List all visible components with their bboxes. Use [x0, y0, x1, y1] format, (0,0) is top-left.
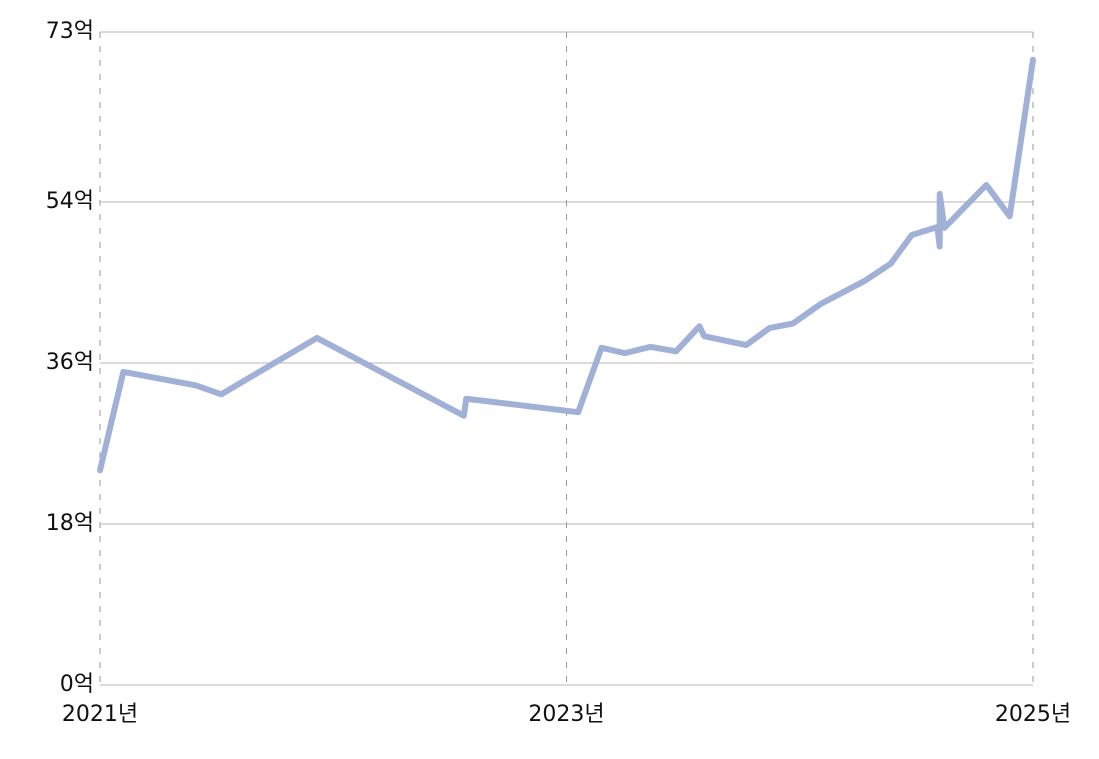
y-tick-label: 73억 [46, 19, 94, 44]
y-tick-label: 54억 [46, 189, 94, 214]
x-tick-label: 2025년 [995, 702, 1071, 727]
y-tick-label: 18억 [46, 511, 94, 536]
y-tick-label: 36억 [46, 350, 94, 375]
y-tick-label: 0억 [60, 672, 94, 697]
x-tick-label: 2021년 [62, 702, 138, 727]
x-tick-label: 2023년 [528, 702, 604, 727]
data-line [97, 56, 1036, 474]
